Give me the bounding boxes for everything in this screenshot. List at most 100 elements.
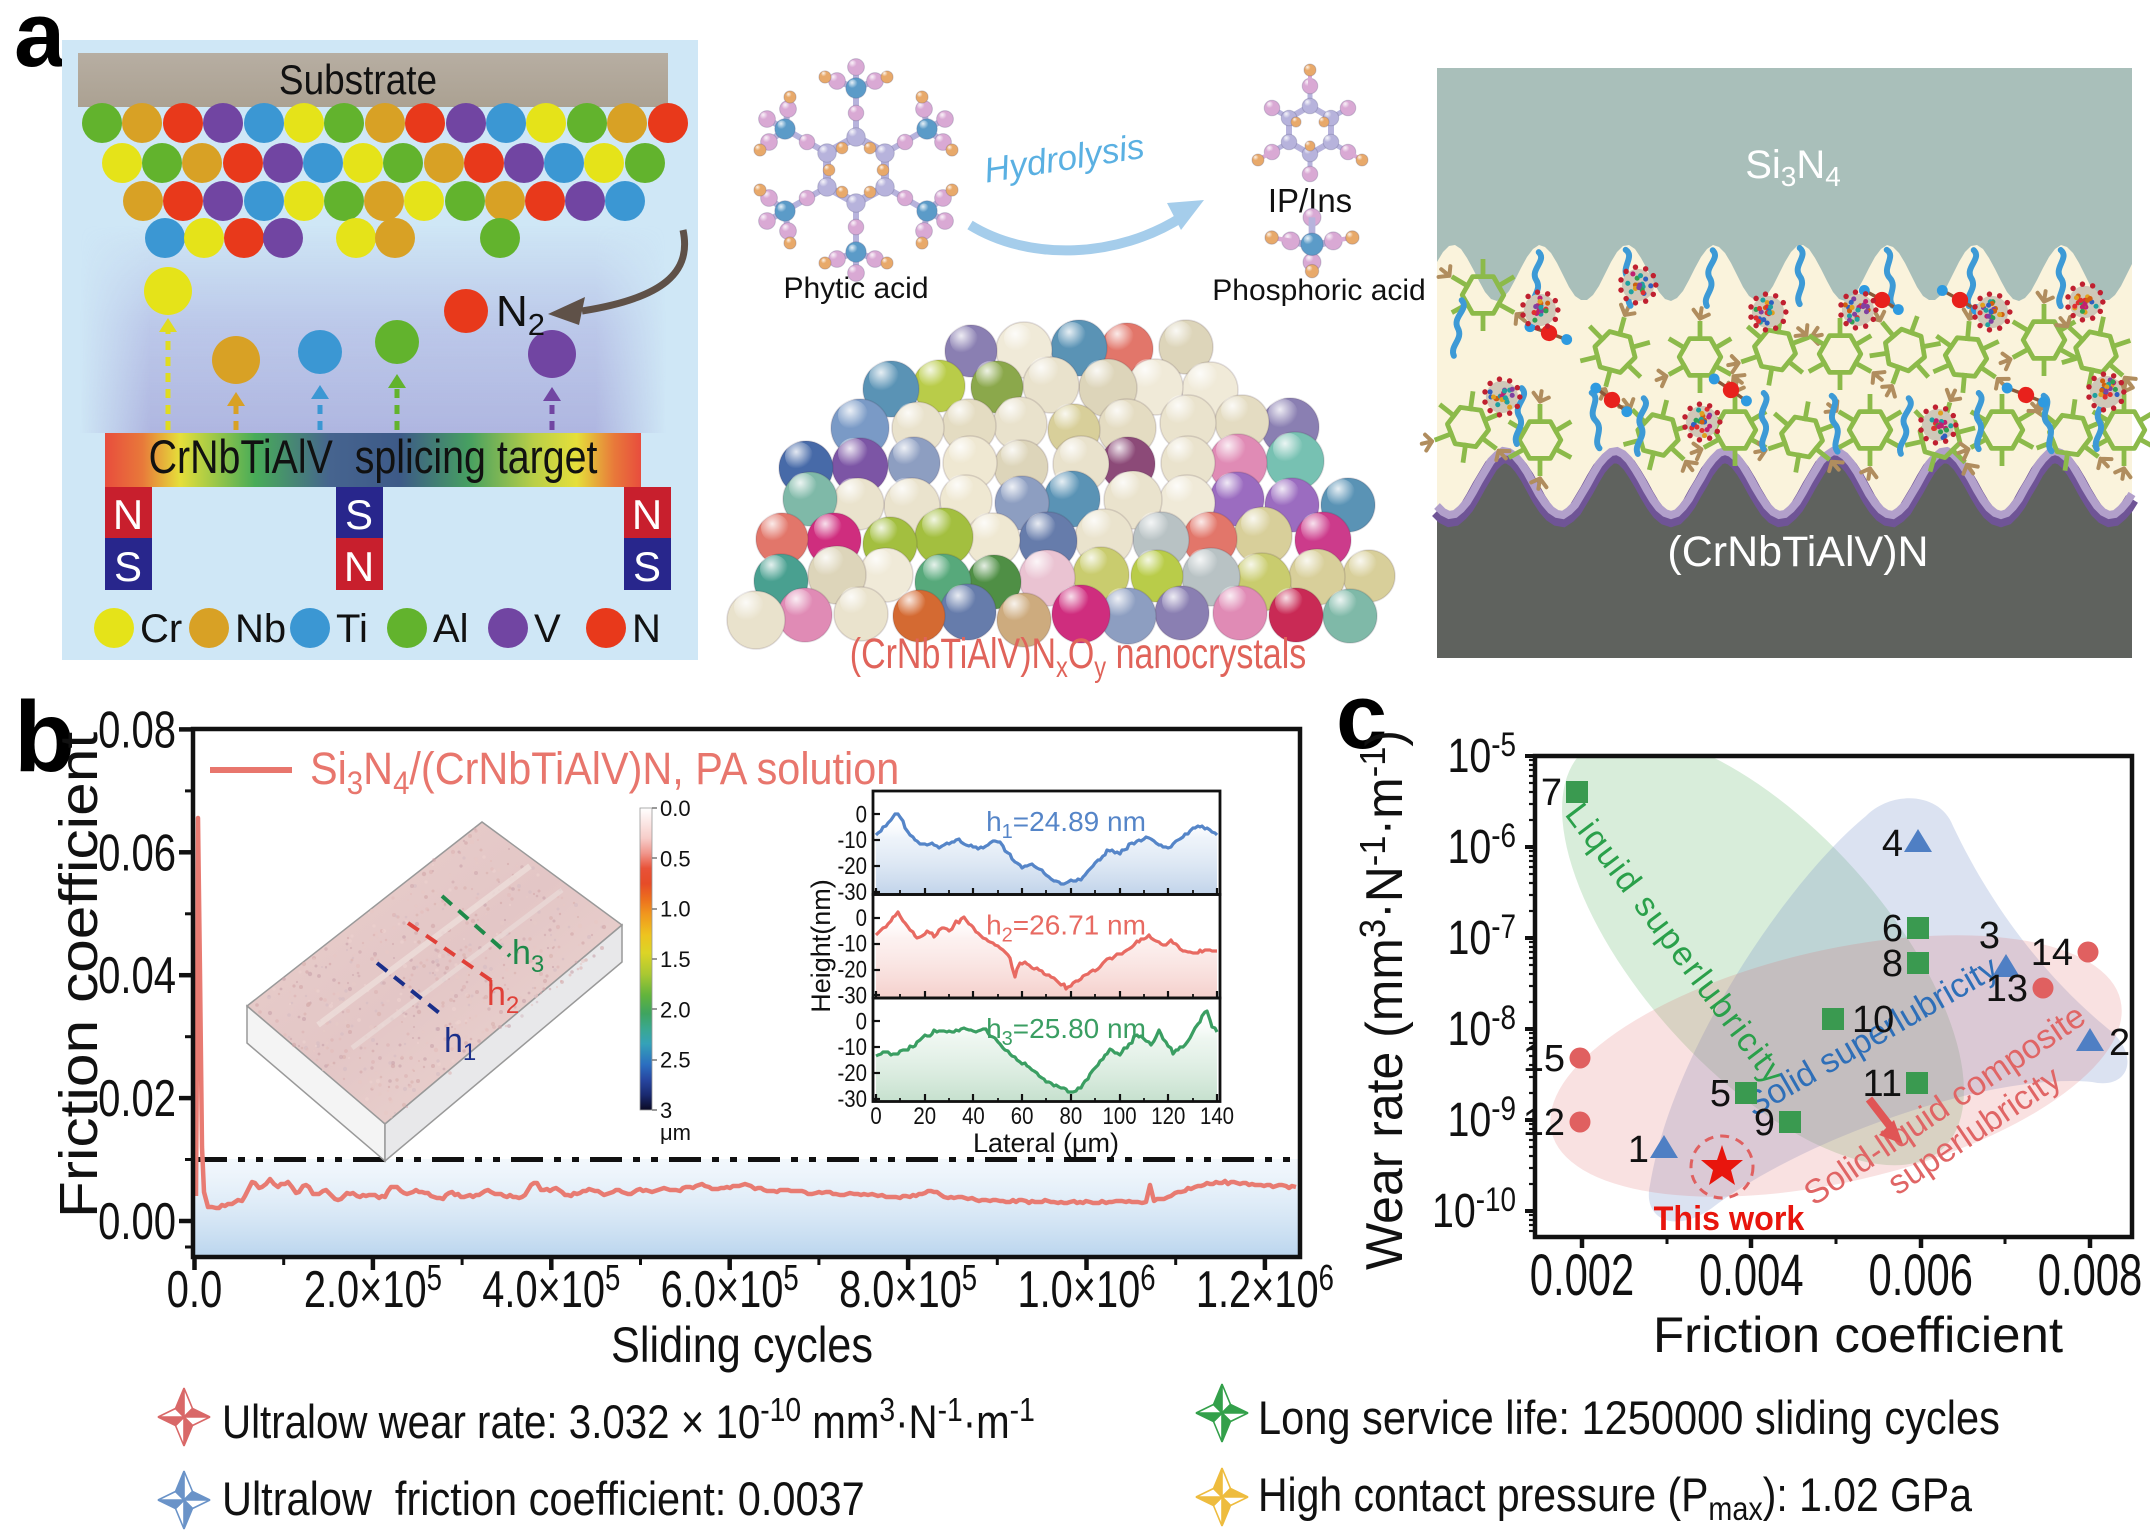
svg-text:11: 11 — [1863, 1063, 1902, 1105]
svg-text:0.004: 0.004 — [1699, 1242, 1803, 1307]
svg-text:-20: -20 — [838, 852, 867, 879]
svg-text:b: b — [14, 681, 75, 793]
svg-text:0: 0 — [856, 904, 867, 931]
svg-text:Lateral (μm): Lateral (μm) — [973, 1128, 1119, 1158]
svg-text:2.0×105: 2.0×105 — [304, 1257, 442, 1318]
svg-text:1.5: 1.5 — [660, 947, 691, 972]
svg-text:-20: -20 — [838, 956, 867, 983]
svg-text:1: 1 — [1628, 1129, 1649, 1171]
svg-text:Phytic acid: Phytic acid — [783, 272, 928, 305]
svg-text:40: 40 — [962, 1102, 985, 1129]
svg-text:Substrate: Substrate — [279, 57, 437, 104]
svg-text:V: V — [534, 607, 561, 651]
svg-text:Friction coefficient: Friction coefficient — [1653, 1306, 2063, 1362]
svg-text:Phosphoric acid: Phosphoric acid — [1212, 274, 1425, 307]
svg-text:14: 14 — [2031, 932, 2073, 974]
svg-text:Height(nm): Height(nm) — [806, 879, 836, 1013]
svg-text:S: S — [345, 491, 373, 538]
svg-text:(CrNbTiAlV)NxOy nanocrystals: (CrNbTiAlV)NxOy nanocrystals — [850, 630, 1306, 683]
svg-text:1.0×106: 1.0×106 — [1017, 1257, 1155, 1318]
svg-text:10-5: 10-5 — [1447, 725, 1516, 783]
svg-text:5: 5 — [1710, 1073, 1731, 1115]
svg-text:-10: -10 — [838, 827, 867, 854]
svg-text:N2: N2 — [496, 287, 545, 342]
svg-text:Nb: Nb — [235, 607, 286, 651]
svg-text:60: 60 — [1011, 1102, 1034, 1129]
svg-text:-10: -10 — [838, 930, 867, 957]
svg-text:2.5: 2.5 — [660, 1048, 691, 1073]
svg-text:0.00: 0.00 — [98, 1192, 176, 1250]
svg-text:7: 7 — [1541, 772, 1562, 814]
svg-text:2.0: 2.0 — [660, 997, 691, 1022]
svg-text:6: 6 — [1882, 908, 1903, 950]
svg-text:10-10: 10-10 — [1432, 1180, 1516, 1238]
svg-text:0.008: 0.008 — [2038, 1242, 2142, 1307]
svg-text:0.08: 0.08 — [98, 700, 176, 758]
svg-text:120: 120 — [1151, 1102, 1185, 1129]
svg-text:0.5: 0.5 — [660, 846, 691, 871]
svg-text:Ti: Ti — [336, 607, 368, 651]
svg-text:N: N — [344, 543, 374, 590]
svg-text:(CrNbTiAlV)N: (CrNbTiAlV)N — [1667, 528, 1928, 576]
svg-text:-30: -30 — [838, 1085, 867, 1112]
svg-text:Long service life: 1250000 sli: Long service life: 1250000 sliding cycle… — [1258, 1393, 2000, 1445]
svg-text:0.06: 0.06 — [98, 823, 176, 881]
svg-text:100: 100 — [1103, 1102, 1137, 1129]
svg-text:13: 13 — [1986, 968, 2028, 1010]
svg-text:15: 15 — [1523, 1038, 1565, 1080]
svg-text:Al: Al — [433, 607, 469, 651]
svg-text:140: 140 — [1200, 1102, 1234, 1129]
svg-text:10-8: 10-8 — [1447, 998, 1516, 1056]
svg-text:0.0: 0.0 — [167, 1260, 223, 1318]
svg-text:1.2×106: 1.2×106 — [1196, 1257, 1334, 1318]
svg-text:0: 0 — [856, 1008, 867, 1035]
svg-text:10-9: 10-9 — [1447, 1089, 1516, 1147]
svg-text:10-6: 10-6 — [1447, 816, 1516, 874]
svg-text:Ultralow friction coefficient: Ultralow friction coefficient: 0.0037 — [222, 1474, 865, 1526]
svg-text:10: 10 — [1852, 999, 1894, 1041]
svg-text:-30: -30 — [838, 982, 867, 1009]
svg-text:a: a — [14, 0, 66, 86]
svg-text:N: N — [632, 491, 662, 538]
svg-text:8: 8 — [1882, 943, 1903, 985]
svg-text:Hydrolysis: Hydrolysis — [981, 127, 1147, 191]
svg-text:μm: μm — [660, 1120, 691, 1145]
svg-text:20: 20 — [913, 1102, 936, 1129]
svg-text:0.04: 0.04 — [98, 946, 176, 1004]
svg-text:-20: -20 — [838, 1059, 867, 1086]
svg-text:0: 0 — [870, 1102, 881, 1129]
svg-text:1.0: 1.0 — [660, 897, 691, 922]
svg-text:High contact pressure (Pmax):: High contact pressure (Pmax): 1.02 GPa — [1258, 1469, 1972, 1527]
svg-text:0.02: 0.02 — [98, 1069, 176, 1127]
svg-text:h2=26.71 nm: h2=26.71 nm — [986, 910, 1146, 947]
svg-text:4: 4 — [1882, 823, 1903, 865]
svg-text:Sliding cycles: Sliding cycles — [611, 1317, 873, 1373]
svg-text:c: c — [1336, 666, 1387, 768]
svg-text:4.0×105: 4.0×105 — [482, 1257, 620, 1318]
svg-text:0: 0 — [856, 801, 867, 828]
svg-text:3: 3 — [1979, 915, 2000, 957]
svg-text:S: S — [633, 543, 661, 590]
svg-text:8.0×105: 8.0×105 — [839, 1257, 977, 1318]
svg-text:6.0×105: 6.0×105 — [661, 1257, 799, 1318]
svg-text:9: 9 — [1754, 1102, 1775, 1144]
svg-text:80: 80 — [1060, 1102, 1083, 1129]
svg-text:0.002: 0.002 — [1530, 1242, 1634, 1307]
svg-text:0.006: 0.006 — [1868, 1242, 1972, 1307]
svg-text:3: 3 — [660, 1098, 672, 1123]
svg-text:Si3N4/(CrNbTiAlV)N, PA solutio: Si3N4/(CrNbTiAlV)N, PA solution — [310, 744, 899, 801]
svg-text:This work: This work — [1654, 1200, 1805, 1238]
svg-text:h1=24.89 nm: h1=24.89 nm — [986, 806, 1146, 843]
svg-text:Friction coefficient: Friction coefficient — [49, 732, 109, 1218]
svg-text:-30: -30 — [838, 878, 867, 905]
svg-text:10-7: 10-7 — [1447, 907, 1516, 965]
svg-text:0.0: 0.0 — [660, 796, 691, 821]
svg-text:Ultralow wear rate: 3.032 × 10: Ultralow wear rate: 3.032 × 10-10 mm3·N-… — [222, 1391, 1035, 1449]
svg-text:-10: -10 — [838, 1034, 867, 1061]
svg-text:N: N — [632, 607, 661, 651]
svg-text:N: N — [113, 491, 143, 538]
svg-text:CrNbTiAlV splicing target: CrNbTiAlV splicing target — [149, 432, 598, 484]
svg-text:h2: h2 — [487, 975, 519, 1019]
svg-text:h3=25.80 nm: h3=25.80 nm — [986, 1013, 1146, 1050]
svg-text:Cr: Cr — [140, 607, 182, 651]
